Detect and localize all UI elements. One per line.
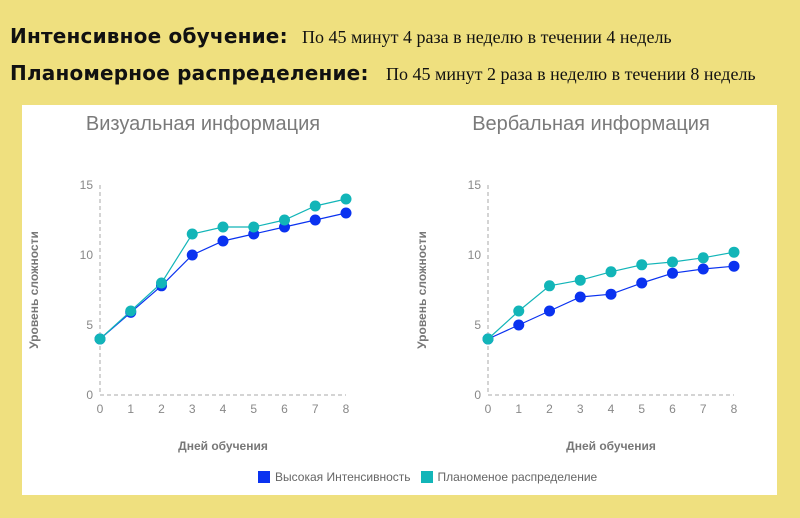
data-point[interactable] <box>605 288 617 300</box>
legend-item-planned[interactable]: Планоменое распределение <box>420 470 598 484</box>
data-point[interactable] <box>544 280 555 292</box>
y-axis-label: Уровень сложности <box>27 231 41 349</box>
intensive-description: По 45 минут 4 раза в неделю в течении 4 … <box>302 27 672 47</box>
planned-label: Планомерное распределение: <box>10 61 369 85</box>
y-axis-label: Уровень сложности <box>415 231 429 349</box>
legend-item-high-intensity[interactable]: Высокая Интенсивность <box>258 470 411 484</box>
x-tick-label: 3 <box>577 402 584 416</box>
data-point[interactable] <box>156 277 167 289</box>
data-point[interactable] <box>217 221 229 233</box>
y-tick-label: 15 <box>468 178 482 192</box>
chart-title: Вербальная информация <box>472 113 710 135</box>
data-point[interactable] <box>309 214 321 226</box>
x-tick-label: 4 <box>220 402 227 416</box>
data-point[interactable] <box>217 235 229 247</box>
data-point[interactable] <box>186 228 198 240</box>
data-point[interactable] <box>728 260 740 272</box>
x-tick-label: 0 <box>485 402 492 416</box>
data-point[interactable] <box>728 246 740 258</box>
data-point[interactable] <box>482 333 494 345</box>
legend: Высокая Интенсивность Планоменое распред… <box>258 470 607 484</box>
x-tick-label: 2 <box>546 402 553 416</box>
series-line <box>99 198 347 340</box>
charts-panel <box>22 105 777 495</box>
chart-verbal-information: Вербальная информация 0 5 10 15 0 1 2 3 4 5 6 7 8 Дней… <box>415 113 740 453</box>
y-tick-label: 5 <box>474 318 481 332</box>
data-point[interactable] <box>94 333 106 345</box>
planned-description: По 45 минут 2 раза в неделю в течении 8 … <box>386 64 756 84</box>
x-axis-label: Дней обучения <box>178 439 268 453</box>
data-point[interactable] <box>340 207 352 219</box>
x-tick-label: 8 <box>731 402 738 416</box>
legend-label: Планоменое распределение <box>437 470 598 484</box>
legend-label: Высокая Интенсивность <box>275 470 411 484</box>
y-tick-label: 5 <box>86 318 93 332</box>
data-point[interactable] <box>309 200 321 212</box>
intensive-label: Интенсивное обучение: <box>10 24 288 48</box>
data-point[interactable] <box>544 305 555 317</box>
x-tick-label: 7 <box>312 402 319 416</box>
x-axis-label: Дней обучения <box>566 439 656 453</box>
x-tick-label: 6 <box>669 402 676 416</box>
y-tick-label: 15 <box>80 178 94 192</box>
data-point[interactable] <box>605 266 617 278</box>
chart-title: Визуальная информация <box>86 113 320 135</box>
x-tick-label: 8 <box>343 402 350 416</box>
data-point[interactable] <box>279 214 290 226</box>
x-tick-label: 1 <box>127 402 134 416</box>
x-tick-label: 2 <box>158 402 165 416</box>
data-point[interactable] <box>697 263 709 275</box>
data-point[interactable] <box>513 319 525 331</box>
data-point[interactable] <box>636 259 648 271</box>
y-tick-label: 10 <box>468 248 482 262</box>
x-tick-label: 3 <box>189 402 196 416</box>
legend-swatch-icon <box>420 471 433 483</box>
data-point[interactable] <box>340 193 352 205</box>
x-tick-label: 4 <box>608 402 615 416</box>
y-tick-label: 0 <box>86 388 93 402</box>
x-tick-label: 7 <box>700 402 707 416</box>
data-point[interactable] <box>513 305 525 317</box>
data-point[interactable] <box>186 249 198 261</box>
chart-visual-information: Визуальная информация 0 5 10 15 0 1 2 3 4 5 6 7 8 Дней… <box>27 113 352 453</box>
data-point[interactable] <box>574 274 586 286</box>
x-tick-label: 6 <box>281 402 288 416</box>
data-point[interactable] <box>125 305 137 317</box>
data-point[interactable] <box>574 291 586 303</box>
y-tick-label: 0 <box>474 388 481 402</box>
data-point[interactable] <box>636 277 648 289</box>
legend-swatch-icon <box>258 471 270 483</box>
y-tick-label: 10 <box>80 248 94 262</box>
intensive-learning-line: Интенсивное обучение: По 45 минут 4 раза… <box>10 24 672 48</box>
x-tick-label: 0 <box>97 402 104 416</box>
x-tick-label: 5 <box>250 402 257 416</box>
data-point[interactable] <box>667 256 678 268</box>
planned-learning-line: Планомерное распределение: По 45 минут 2… <box>10 61 756 85</box>
x-tick-label: 1 <box>515 402 522 416</box>
data-point[interactable] <box>667 267 678 279</box>
x-tick-label: 5 <box>638 402 645 416</box>
data-point[interactable] <box>248 221 260 233</box>
data-point[interactable] <box>697 252 709 264</box>
